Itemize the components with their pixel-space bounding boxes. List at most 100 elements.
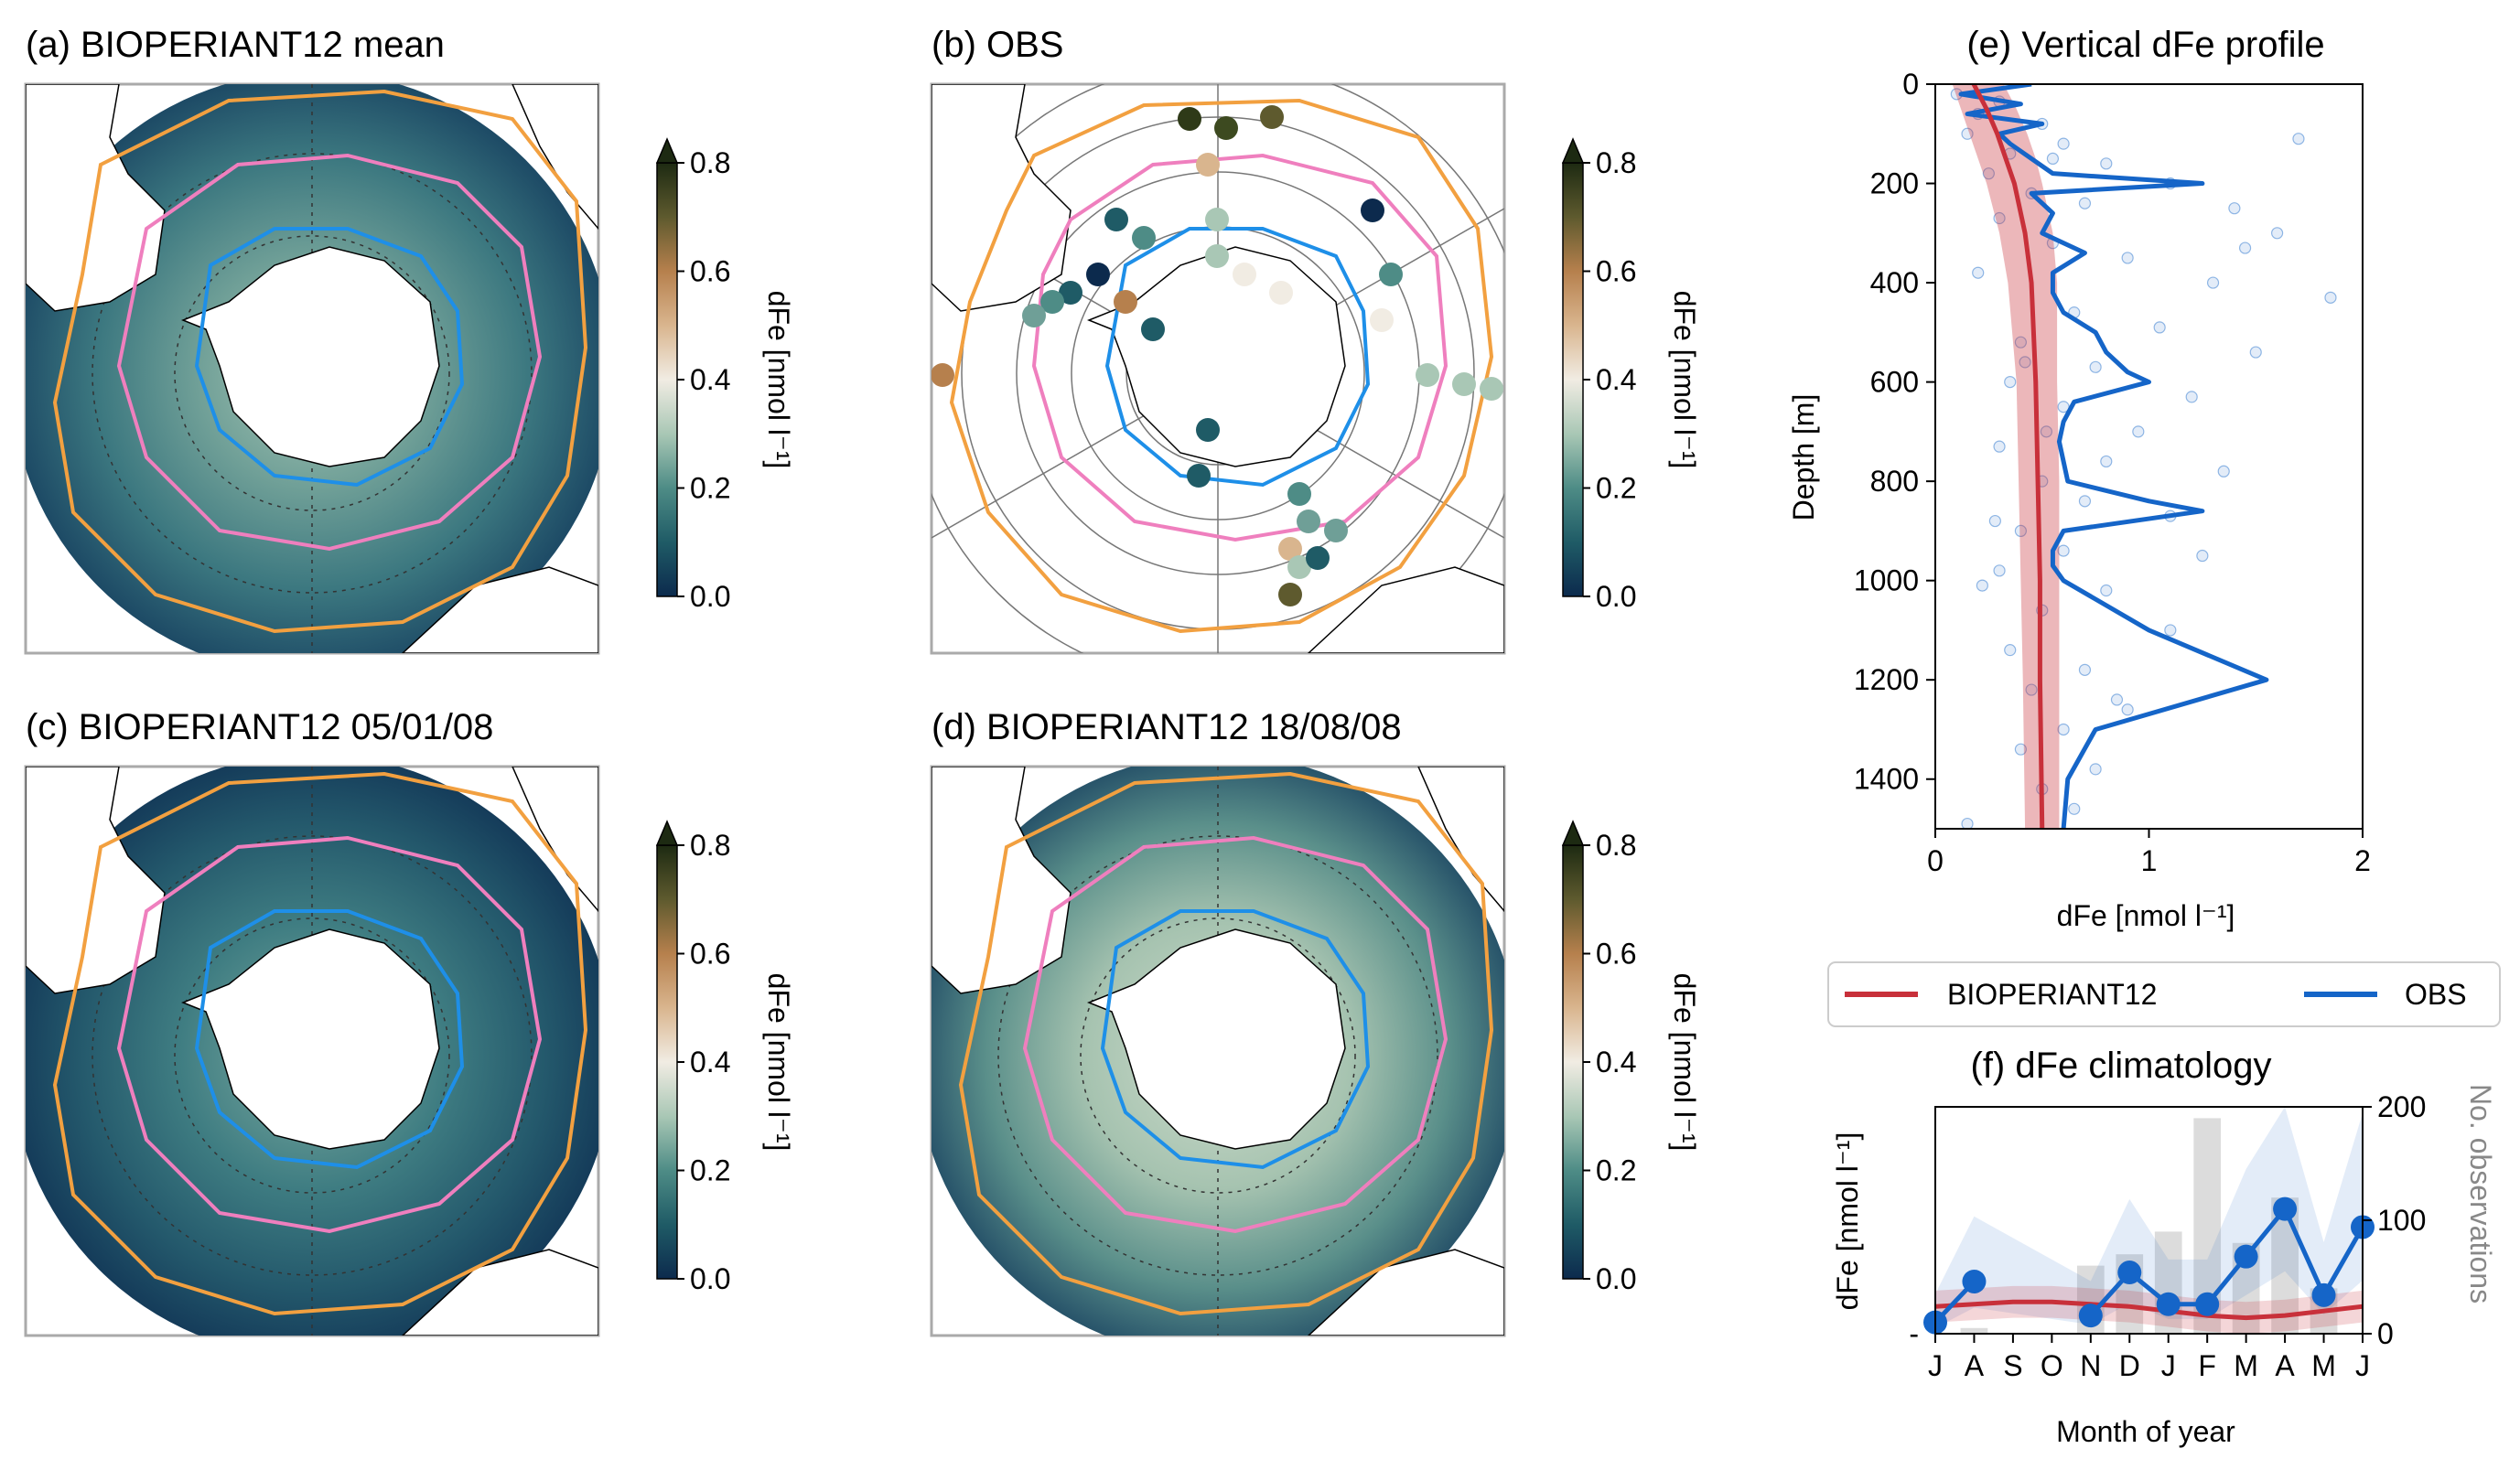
obs-scatter-point — [2121, 703, 2134, 716]
front-pink — [116, 835, 543, 1234]
front-blue — [1104, 227, 1371, 488]
front-orange — [52, 89, 588, 634]
x-tick-label: J — [1928, 1349, 1943, 1382]
panel-e-ylabel: Depth [m] — [1787, 394, 1820, 521]
colorbar-label: dFe [nmol l⁻¹] — [762, 291, 795, 469]
colorbar-extend-arrow — [1561, 137, 1585, 164]
nobs-bar — [1960, 1327, 1988, 1334]
x-tick-label: S — [2003, 1349, 2022, 1382]
obs-scatter-point — [2196, 549, 2209, 563]
y-tick-label: 0 — [1902, 68, 1919, 101]
colorbar-label: dFe [nmol l⁻¹] — [1668, 291, 1701, 469]
panel-e-title: (e) Vertical dFe profile — [1966, 25, 2324, 65]
panel-f-xlabel: Month of year — [2056, 1415, 2235, 1448]
obs-dot — [1233, 263, 1256, 286]
obs-scatter-point — [2132, 425, 2145, 438]
australia-land — [401, 1249, 598, 1336]
obs-dot — [1480, 377, 1503, 401]
colorbar-tick-label: 0.6 — [1596, 938, 1636, 971]
x-tick-label: 1 — [2141, 844, 2158, 877]
obs-dot — [1287, 482, 1311, 506]
panel-e-xlabel: dFe [nmol l⁻¹] — [2057, 899, 2235, 932]
obs-scatter-point — [2057, 544, 2070, 557]
obs-dot — [1452, 372, 1476, 396]
obs-dot — [1370, 308, 1394, 332]
y2-tick-label: 100 — [2377, 1204, 2426, 1237]
obs-scatter-point — [2100, 584, 2113, 597]
obs-scatter-point — [1993, 211, 2006, 225]
colorbar — [1562, 844, 1584, 1280]
antarctica-land — [180, 246, 440, 467]
obs-scatter-point — [2014, 336, 2027, 349]
colorbar-tick-label: 0.0 — [1596, 1262, 1636, 1295]
panel-f-title: (f) dFe climatology — [1971, 1046, 2272, 1086]
model-envelope — [1952, 84, 2060, 829]
colorbar-label: dFe [nmol l⁻¹] — [1668, 973, 1701, 1152]
obs-scatter-point — [2078, 197, 2092, 209]
x-tick-label: M — [2311, 1349, 2336, 1382]
africa-land — [512, 767, 598, 913]
nobs-bar — [2154, 1231, 2182, 1334]
antarctica-land — [180, 928, 440, 1150]
obs-scatter-point — [2004, 644, 2017, 657]
model-climatology-line — [1935, 1299, 2363, 1321]
y-tick-label: 400 — [1870, 266, 1919, 299]
x-tick-label: D — [2119, 1349, 2140, 1382]
obs-dot — [1278, 583, 1302, 606]
x-tick-label: 2 — [2354, 844, 2371, 877]
grid-circle — [1080, 917, 1356, 1194]
panel-e-inner — [1950, 84, 2337, 829]
obs-dot — [1022, 304, 1046, 327]
colorbar-extend-arrow — [655, 820, 679, 846]
obs-scatter-point — [2100, 157, 2113, 170]
panel-a-title: (a) BIOPERIANT12 mean — [26, 25, 445, 65]
grid-circle — [997, 835, 1438, 1276]
colorbar-tick-label: 0.6 — [690, 255, 730, 288]
panel-f-y2label: No. observations — [2464, 1084, 2497, 1304]
profile-panel-e: (e) Vertical dFe profile Depth [m] dFe [… — [1787, 25, 2371, 932]
obs-climatology-point — [2234, 1244, 2258, 1269]
obs-dots — [932, 105, 1503, 606]
obs-dot — [1086, 263, 1110, 286]
obs-scatter-point — [2153, 321, 2166, 334]
colorbars: 0.0 0.2 0.4 0.6 0.8 dFe [nmol l⁻¹] 0.0 0.2 0.4 0.… — [655, 137, 1701, 1295]
front-orange — [949, 98, 1494, 634]
obs-dot — [1132, 226, 1156, 250]
obs-dot — [1297, 510, 1320, 533]
colorbar-tick-label: 0.0 — [690, 580, 730, 613]
x-tick-label: F — [2198, 1349, 2216, 1382]
y-tick-label: 600 — [1870, 366, 1919, 399]
obs-scatter-point — [2025, 683, 2038, 696]
colorbar-extend-arrow — [1561, 820, 1585, 846]
colorbar-tick-label: 0.0 — [690, 1262, 730, 1295]
obs-scatter-point — [1961, 127, 1974, 140]
grid-circle — [174, 235, 450, 511]
obs-scatter-point — [2292, 133, 2305, 145]
x-tick-label: J — [2161, 1349, 2176, 1382]
legend-box — [1827, 961, 2501, 1027]
obs-dot — [1361, 199, 1384, 222]
front-pink — [1022, 835, 1448, 1234]
obs-dot — [1205, 208, 1229, 231]
obs-scatter-point — [2057, 723, 2070, 736]
colorbar — [656, 162, 678, 597]
obs-scatter-point — [2089, 763, 2102, 776]
obs-scatter-point — [2185, 391, 2198, 403]
colorbar-tick-label: 0.2 — [690, 1154, 730, 1187]
colorbar-extend-arrow — [655, 137, 679, 164]
grid-circle — [174, 917, 450, 1194]
x-tick-label: A — [2275, 1349, 2295, 1382]
obs-scatter-point — [2324, 291, 2337, 304]
panel-b-title: (b) OBS — [932, 25, 1063, 65]
colorbar-tick-label: 0.8 — [1596, 146, 1636, 179]
colorbar-tick-label: 0.4 — [1596, 1046, 1636, 1078]
colorbar-tick-label: 0.0 — [1596, 580, 1636, 613]
obs-climatology-point — [2156, 1292, 2181, 1316]
y-tick-label: 1000 — [1854, 564, 1919, 597]
obs-scatter-point — [1976, 579, 1988, 592]
obs-scatter-point — [2206, 276, 2220, 289]
obs-scatter-point — [2110, 693, 2124, 706]
obs-scatter-point — [2228, 202, 2241, 215]
